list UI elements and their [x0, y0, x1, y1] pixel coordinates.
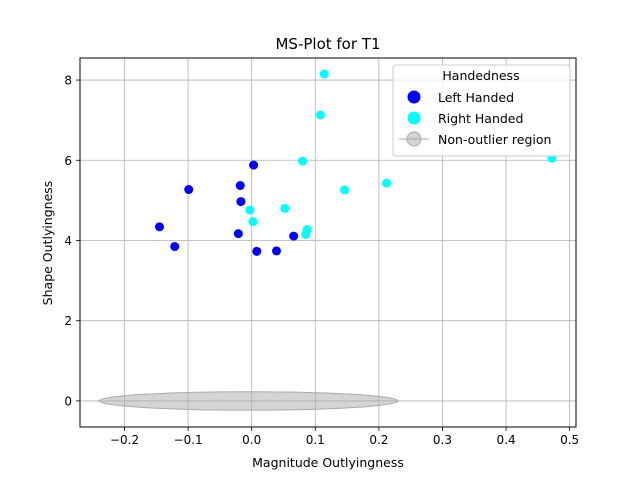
- point-left-handed: [170, 242, 180, 252]
- point-left-handed: [289, 231, 299, 241]
- legend-marker-non-outlier-region: [406, 131, 422, 147]
- point-left-handed: [252, 246, 262, 256]
- non-outlier-region-layer: [98, 391, 399, 411]
- point-right-handed: [280, 203, 290, 213]
- data-points: [154, 69, 557, 256]
- point-right-handed: [248, 217, 258, 227]
- point-left-handed: [271, 246, 281, 256]
- point-right-handed: [340, 185, 350, 195]
- legend-label-left-handed: Left Handed: [438, 90, 514, 105]
- x-axis-label: Magnitude Outlyingness: [252, 455, 404, 470]
- point-right-handed: [319, 69, 329, 79]
- plot-frame: [79, 57, 577, 428]
- y-tick-label: 4: [64, 234, 72, 248]
- non-outlier-region-ellipse: [98, 391, 399, 411]
- point-left-handed: [235, 181, 245, 191]
- y-tick-label: 2: [64, 314, 72, 328]
- y-tick-label: 8: [64, 74, 72, 88]
- point-right-handed: [315, 110, 325, 120]
- legend: Handedness Left Handed Right Handed Non-…: [392, 64, 571, 157]
- point-right-handed: [245, 205, 255, 215]
- y-tick-label: 0: [64, 394, 72, 408]
- x-tick-label: 0.0: [242, 433, 261, 447]
- point-right-handed: [382, 178, 392, 188]
- legend-label-non-outlier-region: Non-outlier region: [438, 132, 551, 147]
- point-left-handed: [154, 222, 164, 232]
- point-left-handed: [236, 197, 246, 207]
- point-left-handed: [184, 185, 194, 195]
- x-tick-label: 0.2: [369, 433, 388, 447]
- x-tick-label: 0.4: [497, 433, 516, 447]
- point-right-handed: [301, 229, 311, 239]
- x-tick-label: −0.2: [110, 433, 139, 447]
- legend-title: Handedness: [442, 68, 519, 83]
- x-tick-label: 0.3: [433, 433, 452, 447]
- y-axis-label: Shape Outlyingness: [40, 181, 55, 306]
- legend-marker-right-handed: [407, 111, 421, 125]
- legend-box: [392, 64, 571, 157]
- legend-label-right-handed: Right Handed: [438, 111, 523, 126]
- point-left-handed: [249, 160, 259, 170]
- chart-title: MS-Plot for T1: [275, 35, 380, 53]
- point-right-handed: [298, 156, 308, 166]
- y-tick-label: 6: [64, 154, 72, 168]
- x-tick-label: −0.1: [174, 433, 203, 447]
- point-left-handed: [233, 229, 243, 239]
- x-tick-label: 0.1: [306, 433, 325, 447]
- x-tick-label: 0.5: [560, 433, 579, 447]
- legend-marker-left-handed: [407, 90, 421, 104]
- axis-ticks: −0.2 −0.1 0.0 0.1 0.2 0.3 0.4 0.5 0 2 4 6 8: [64, 74, 579, 447]
